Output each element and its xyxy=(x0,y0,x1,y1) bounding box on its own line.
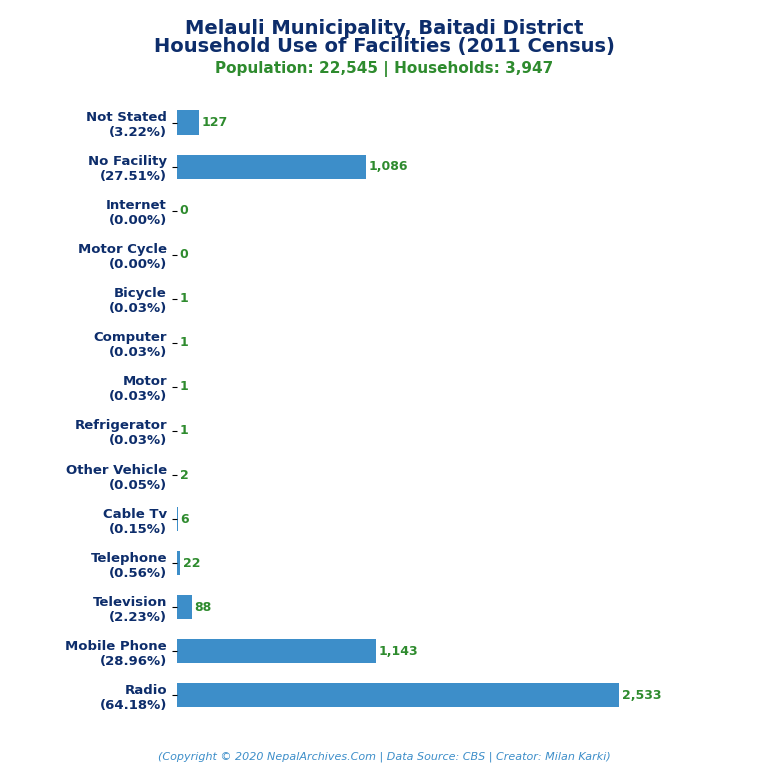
Bar xyxy=(177,154,366,179)
Text: 0: 0 xyxy=(179,204,188,217)
Bar xyxy=(177,684,619,707)
Text: Population: 22,545 | Households: 3,947: Population: 22,545 | Households: 3,947 xyxy=(215,61,553,78)
Text: 1: 1 xyxy=(180,380,188,393)
Text: 1: 1 xyxy=(180,425,188,438)
Text: 1: 1 xyxy=(180,293,188,306)
Text: 1: 1 xyxy=(180,336,188,349)
Text: (Copyright © 2020 NepalArchives.Com | Data Source: CBS | Creator: Milan Karki): (Copyright © 2020 NepalArchives.Com | Da… xyxy=(157,751,611,762)
Text: 1,086: 1,086 xyxy=(369,161,409,173)
Text: 6: 6 xyxy=(180,512,189,525)
Text: 88: 88 xyxy=(194,601,212,614)
Text: 0: 0 xyxy=(179,248,188,261)
Text: Household Use of Facilities (2011 Census): Household Use of Facilities (2011 Census… xyxy=(154,37,614,56)
Text: 22: 22 xyxy=(183,557,200,570)
Bar xyxy=(177,111,199,134)
Bar xyxy=(177,595,192,619)
Text: 1,143: 1,143 xyxy=(379,645,419,657)
Text: 127: 127 xyxy=(201,116,228,129)
Text: 2: 2 xyxy=(180,468,188,482)
Text: 2,533: 2,533 xyxy=(622,689,661,702)
Bar xyxy=(177,639,376,664)
Bar xyxy=(177,551,180,575)
Text: Melauli Municipality, Baitadi District: Melauli Municipality, Baitadi District xyxy=(185,19,583,38)
